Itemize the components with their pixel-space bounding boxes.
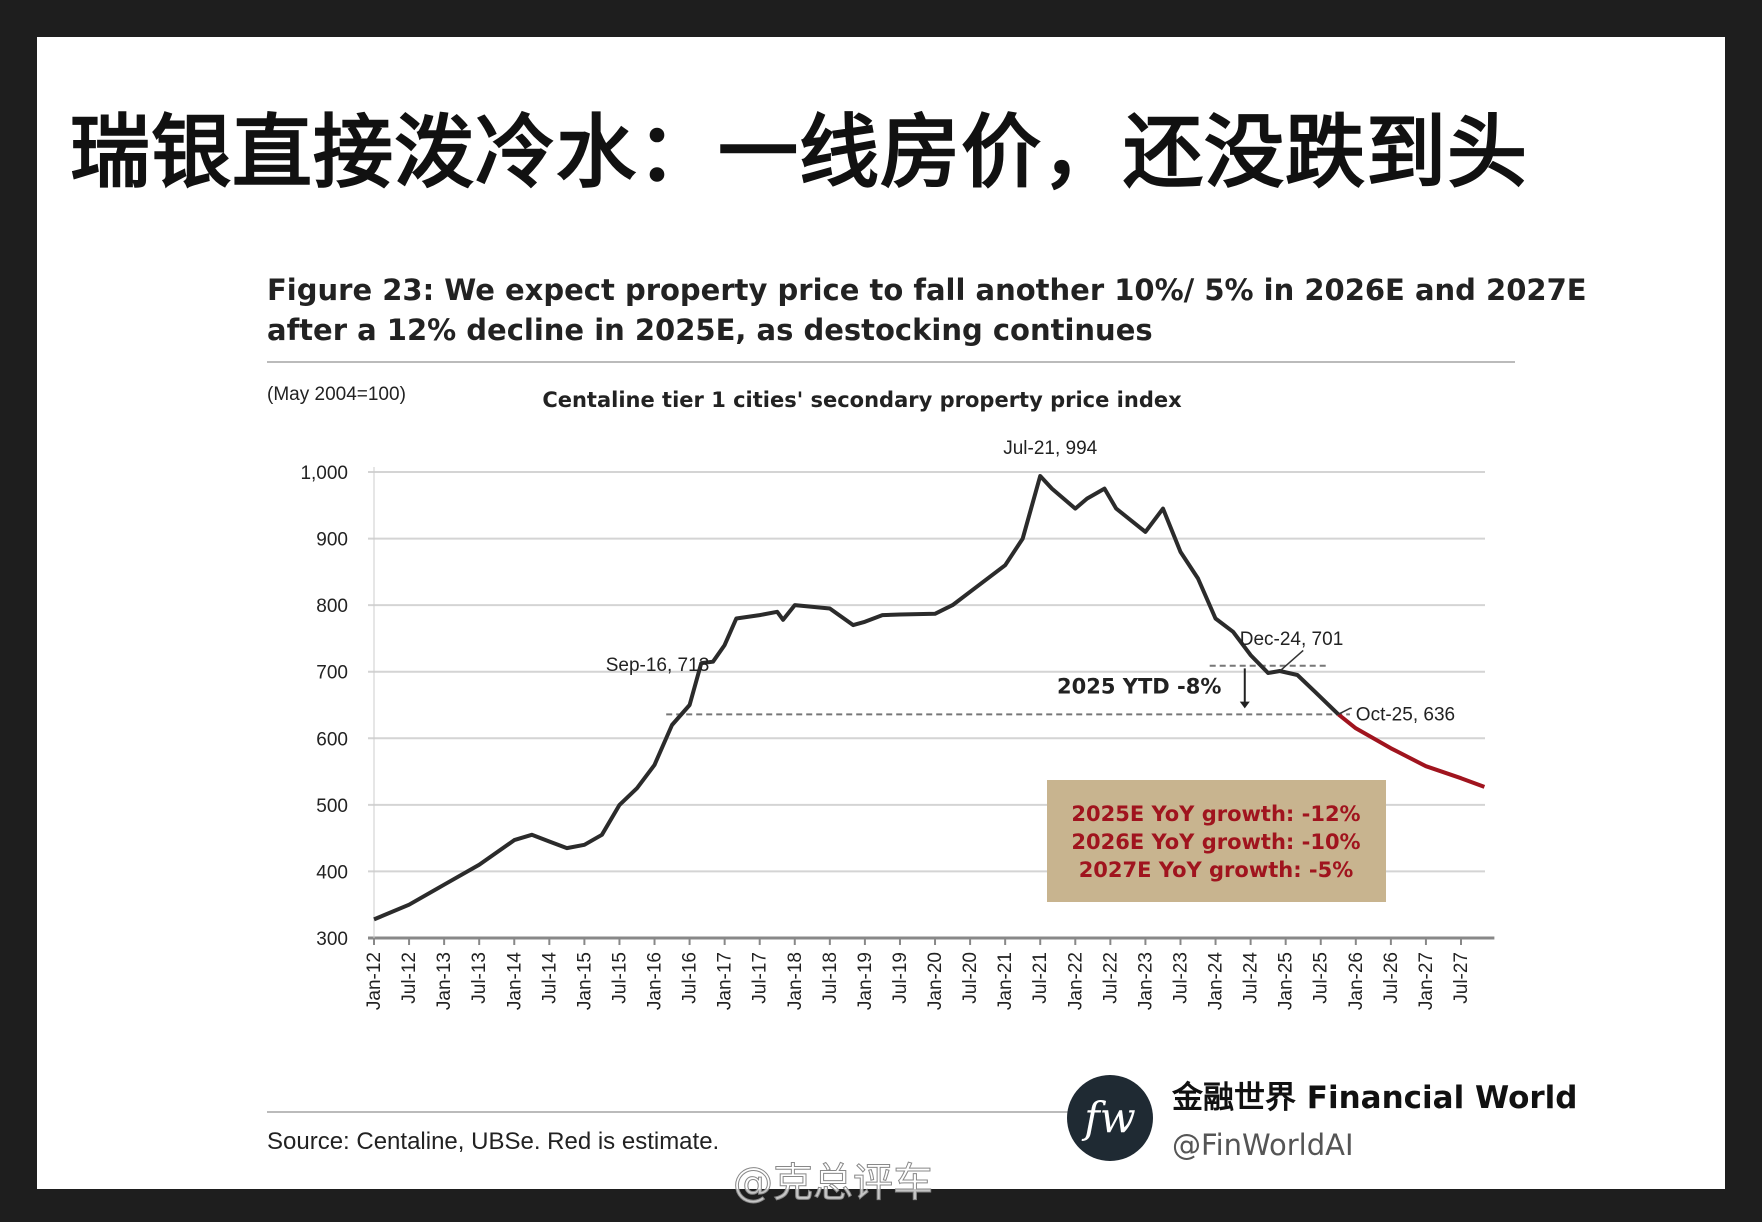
estimate-box-line: 2025E YoY growth: -12% (1071, 802, 1360, 826)
estimate-box (1047, 780, 1386, 902)
headline: 瑞银直接泼冷水：一线房价，还没跌到头 (70, 106, 1528, 199)
x-tick-label: Jul-23 (1170, 952, 1191, 1004)
x-tick-label: Jan-24 (1206, 952, 1227, 1011)
x-tick-label: Jan-16 (645, 952, 666, 1010)
x-tick-label: Jan-15 (574, 952, 595, 1010)
x-tick-label: Jul-22 (1100, 952, 1121, 1004)
x-tick-label: Jul-15 (609, 952, 630, 1004)
x-tick-label: Jul-24 (1241, 952, 1262, 1004)
y-tick-label: 700 (316, 663, 348, 684)
y-tick-label: 900 (316, 530, 348, 551)
x-tick-label: Jul-20 (960, 952, 981, 1004)
y-tick-label: 600 (316, 729, 348, 750)
x-tick-label: Jan-14 (504, 952, 525, 1011)
x-tick-label: Jan-27 (1416, 952, 1437, 1010)
estimate-box-line: 2026E YoY growth: -10% (1071, 830, 1360, 854)
x-tick-label: Jul-17 (750, 952, 771, 1004)
x-tick-label: Jan-26 (1346, 952, 1367, 1010)
x-tick-label: Jul-27 (1451, 952, 1472, 1004)
y-tick-label: 400 (316, 862, 348, 883)
x-tick-label: Jan-17 (715, 952, 736, 1010)
actual-series-line (373, 474, 1340, 922)
x-tick-label: Jul-19 (890, 952, 911, 1004)
chart-title: Centaline tier 1 cities' secondary prope… (542, 388, 1182, 412)
estimate-box-line: 2027E YoY growth: -5% (1079, 858, 1354, 882)
x-tick-label: Jan-13 (434, 952, 455, 1010)
brand-name: 金融世界 Financial World (1171, 1080, 1577, 1116)
y-tick-label: 1,000 (300, 463, 348, 484)
brand-handle: @FinWorldAI (1172, 1128, 1354, 1162)
annotation-leader (1279, 649, 1304, 672)
annotation-label: Jul-21, 994 (1003, 438, 1097, 459)
y-tick-label: 500 (316, 796, 348, 817)
x-tick-label: Jul-26 (1381, 952, 1402, 1004)
ytd-arrow-head (1239, 701, 1250, 709)
y-tick-label: 300 (316, 929, 348, 950)
annotation-label: 2025 YTD -8% (1057, 675, 1221, 699)
x-tick-label: Jan-21 (995, 952, 1016, 1010)
annotation-label: Oct-25, 636 (1356, 704, 1455, 725)
x-tick-label: Jul-16 (680, 952, 701, 1004)
x-tick-label: Jul-25 (1311, 952, 1332, 1004)
y-axis-label: (May 2004=100) (267, 384, 406, 405)
annotation-label: Sep-16, 713 (606, 655, 710, 676)
x-tick-label: Jul-18 (820, 952, 841, 1004)
x-tick-label: Jan-18 (785, 952, 806, 1010)
brand-logo: fw (1067, 1075, 1153, 1161)
figure-title-line1: Figure 23: We expect property price to f… (267, 273, 1587, 307)
x-tick-label: Jan-22 (1065, 952, 1086, 1010)
x-tick-label: Jan-25 (1276, 952, 1297, 1010)
annotation-label: Dec-24, 701 (1240, 629, 1344, 650)
y-tick-label: 800 (316, 596, 348, 617)
x-tick-label: Jan-23 (1135, 952, 1156, 1010)
source-note: Source: Centaline, UBSe. Red is estimate… (267, 1128, 719, 1155)
figure-title-line2: after a 12% decline in 2025E, as destock… (267, 313, 1153, 347)
x-tick-label: Jul-14 (539, 952, 560, 1004)
logo-text: fw (1081, 1093, 1136, 1142)
x-tick-label: Jul-12 (399, 952, 420, 1004)
x-tick-label: Jul-21 (1030, 952, 1051, 1004)
x-tick-label: Jan-20 (925, 952, 946, 1010)
annotation-leader (1337, 707, 1352, 715)
x-tick-label: Jan-12 (364, 952, 385, 1010)
x-tick-label: Jan-19 (855, 952, 876, 1010)
content-card (37, 37, 1725, 1189)
estimate-series-line (1337, 712, 1486, 789)
x-tick-label: Jul-13 (469, 952, 490, 1004)
watermark: @克总评车 (733, 1160, 933, 1206)
